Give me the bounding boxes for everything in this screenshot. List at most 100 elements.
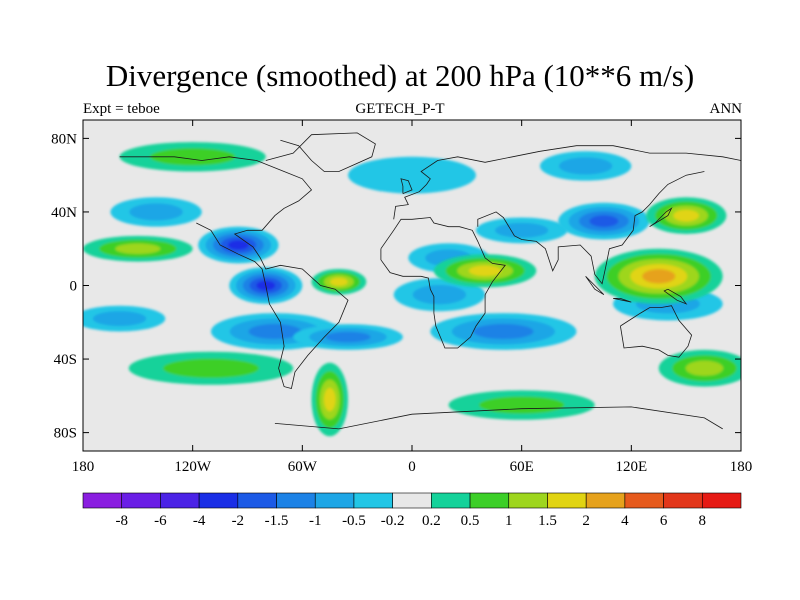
- colorbar-label: -0.2: [381, 513, 405, 529]
- coastline: [663, 288, 688, 305]
- plot-area: [82, 119, 742, 452]
- colorbar-swatch: [469, 492, 510, 509]
- colorbar-label: 8: [699, 513, 707, 529]
- contour-band: [479, 396, 565, 414]
- divergence-feature: [311, 362, 349, 437]
- divergence-feature: [475, 217, 568, 244]
- divergence-feature: [128, 351, 294, 385]
- contour-band: [129, 203, 183, 221]
- contour-band: [348, 156, 476, 194]
- divergence-feature: [110, 197, 202, 227]
- colorbar-label: 1: [505, 513, 513, 529]
- divergence-feature: [539, 151, 632, 181]
- x-tick-label: 180: [730, 459, 753, 475]
- divergence-feature: [311, 268, 367, 295]
- divergence-feature: [83, 235, 193, 262]
- divergence-feature: [293, 324, 403, 350]
- divergence-feature: [430, 313, 577, 350]
- y-tick-label: 80S: [54, 426, 77, 442]
- colorbar-swatch: [314, 492, 355, 509]
- colorbar-label: -0.5: [342, 513, 366, 529]
- contour-band: [323, 387, 336, 412]
- axes: 180 120W 60W 0 60E 120E 180 80N 40N 0 40S 80S: [51, 120, 752, 475]
- colorbar-label: 0.2: [422, 513, 441, 529]
- divergence-feature: [594, 248, 723, 304]
- y-tick-label: 0: [70, 279, 78, 295]
- colorbar-label: -8: [115, 513, 128, 529]
- dataset-label: GETECH_P-T: [355, 101, 445, 117]
- contour-band: [685, 360, 724, 376]
- x-tick-label: 60W: [288, 459, 318, 475]
- divergence-feature: [83, 305, 166, 332]
- coastline: [393, 145, 741, 220]
- contour-band: [589, 215, 619, 227]
- contour-band: [92, 311, 147, 327]
- period-label: ANN: [709, 101, 743, 117]
- colorbar-label: -2: [232, 513, 245, 529]
- divergence-feature: [198, 226, 279, 264]
- coastline: [585, 276, 605, 296]
- contour-band: [330, 277, 348, 286]
- divergence-feature: [119, 142, 266, 172]
- colorbar-label: -1: [309, 513, 322, 529]
- contour-band: [673, 209, 699, 222]
- experiment-label: Expt = teboe: [83, 101, 160, 117]
- x-tick-label: 60E: [510, 459, 534, 475]
- divergence-feature: [558, 202, 650, 240]
- contour-band: [473, 323, 534, 340]
- colorbar-label: 4: [621, 513, 629, 529]
- contour-band: [642, 269, 676, 284]
- contour-band: [325, 331, 371, 343]
- divergence-feature: [348, 156, 476, 194]
- coastline: [274, 406, 723, 430]
- contour-band: [150, 148, 236, 166]
- divergence-feature: [393, 278, 486, 312]
- colorbar-swatch: [663, 492, 703, 509]
- colorbar-swatch: [82, 492, 123, 509]
- colorbar-swatch: [392, 492, 432, 509]
- colorbar-swatch: [547, 492, 587, 509]
- contour-band: [115, 243, 161, 255]
- x-tick-label: 180: [72, 459, 95, 475]
- contour-band: [558, 157, 613, 175]
- coastlines: [119, 132, 741, 430]
- colorbar-swatch: [431, 492, 471, 509]
- contour-band: [227, 240, 249, 250]
- divergence-feature: [448, 390, 595, 420]
- coastline: [119, 156, 349, 389]
- contour-band: [495, 222, 549, 238]
- coastline: [477, 171, 705, 285]
- coastline: [620, 305, 693, 358]
- contour-band: [468, 265, 502, 277]
- colorbar-label: -6: [154, 513, 167, 529]
- colorbar-label: 1.5: [538, 513, 557, 529]
- colorbar-label: -4: [193, 513, 206, 529]
- coastline: [380, 217, 506, 349]
- x-tick-label: 120W: [174, 459, 212, 475]
- colorbar-swatch: [121, 492, 161, 509]
- coastline: [400, 178, 413, 194]
- colorbar-swatch: [198, 492, 239, 509]
- colorbar-label: 6: [660, 513, 668, 529]
- contour-band: [162, 358, 259, 378]
- colorbar-swatch: [701, 492, 742, 509]
- x-tick-label: 120E: [615, 459, 647, 475]
- colorbar: -8 -6 -4 -2 -1.5 -1 -0.5 -0.2 0.2 0.5 1 1.5 2 4 6 8: [82, 492, 742, 529]
- colorbar-swatch: [276, 492, 316, 509]
- chart-title: Divergence (smoothed) at 200 hPa (10**6 …: [105, 58, 695, 93]
- colorbar-swatch: [237, 492, 277, 509]
- coastline: [265, 132, 376, 172]
- contour-band: [248, 323, 302, 340]
- colorbar-label: 0.5: [461, 513, 480, 529]
- y-tick-label: 80N: [51, 131, 77, 147]
- divergence-feature: [433, 254, 537, 288]
- y-tick-label: 40S: [54, 352, 77, 368]
- coastline: [613, 298, 632, 303]
- colorbar-swatch: [160, 492, 200, 509]
- contour-band: [412, 285, 467, 305]
- colorbar-swatch: [508, 492, 548, 509]
- colorbar-label: -1.5: [265, 513, 289, 529]
- divergence-feature: [658, 349, 741, 387]
- colorbar-label: 2: [582, 513, 590, 529]
- divergence-feature: [645, 197, 727, 235]
